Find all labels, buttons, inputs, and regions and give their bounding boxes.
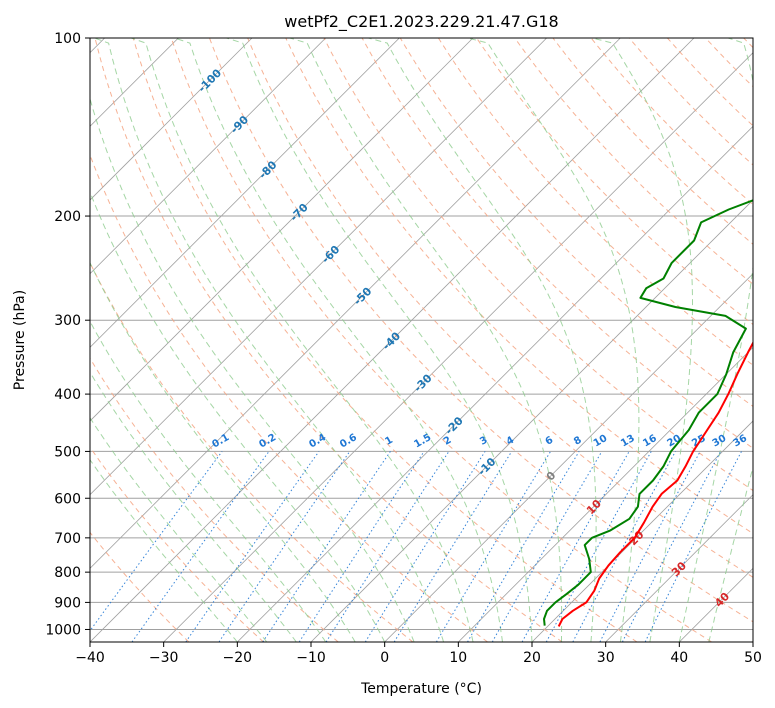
moist-adiabat (90, 190, 386, 642)
moist-adiabat (708, 465, 753, 642)
dry-adiabat (90, 261, 414, 642)
dry-adiabat (323, 38, 753, 492)
isotherm-line (752, 641, 753, 642)
mixing-ratio-line (131, 451, 270, 642)
dry-adiabat (247, 38, 753, 578)
y-tick-label: 800 (54, 565, 81, 581)
dry-adiabat (437, 38, 753, 366)
mixing-ratio-line (393, 451, 513, 642)
isotherm-line (90, 38, 253, 201)
dewpoint-profile-line (543, 199, 753, 626)
isotherm-line (531, 420, 753, 642)
x-tick-label: −20 (223, 650, 253, 666)
mixing-ratio-line (218, 451, 351, 642)
mixing-ratio-label: 8 (572, 435, 584, 448)
moist-adiabat (289, 38, 563, 642)
moist-adiabat (90, 416, 268, 642)
y-axis-label: Pressure (hPa) (12, 290, 28, 390)
y-tick-label: 100 (54, 31, 81, 47)
x-tick-label: −30 (149, 650, 179, 666)
y-tick-label: 600 (54, 491, 81, 507)
x-tick-label: 20 (523, 650, 541, 666)
isotherm-line (90, 38, 326, 275)
x-tick-label: 0 (380, 650, 389, 666)
y-tick-label: 300 (54, 313, 81, 329)
moist-adiabat (467, 38, 640, 642)
mixing-ratio-line (491, 451, 603, 642)
mixing-ratio-label: 2 (442, 435, 454, 448)
isotherm-line (163, 52, 753, 642)
moist-adiabat (94, 38, 445, 642)
mixing-ratio-line (545, 451, 652, 642)
chart-title: wetPf2_C2E1.2023.229.21.47.G18 (284, 12, 558, 32)
x-tick-label: −10 (296, 650, 326, 666)
y-tick-label: 500 (54, 444, 81, 460)
mixing-ratio-label: 6 (544, 435, 556, 448)
moist-adiabat (678, 38, 753, 642)
plot-frame (89, 37, 754, 643)
background-lines (90, 38, 753, 642)
mixing-ratio-label: 4 (505, 435, 517, 448)
x-axis-label: Temperature (°C) (360, 681, 482, 697)
plot-background (90, 38, 753, 642)
mixing-ratio-line (435, 451, 552, 642)
moist-adiabat (174, 38, 503, 642)
moist-adiabat (90, 371, 297, 642)
mixing-ratio-line (521, 451, 630, 642)
moist-adiabat (368, 38, 597, 642)
x-tick-label: 30 (597, 650, 615, 666)
mixing-ratio-line (467, 451, 580, 642)
mixing-ratio-line (364, 451, 486, 642)
isotherm-line (605, 494, 753, 642)
moist-adiabat (90, 458, 238, 642)
x-tick-label: 50 (744, 650, 762, 666)
y-tick-label: 400 (54, 387, 81, 403)
dry-adiabat (399, 38, 753, 408)
y-tick-label: 200 (54, 209, 81, 225)
x-tick-label: 10 (449, 650, 467, 666)
isotherm-line (90, 38, 400, 348)
dry-adiabat (285, 38, 753, 535)
dry-adiabat (94, 38, 563, 642)
isotherm-line (384, 273, 753, 642)
mixing-ratio-line (572, 451, 676, 642)
x-tick-label: −40 (75, 650, 105, 666)
moist-adiabat (226, 38, 533, 642)
mixing-ratio-label: 1 (383, 435, 395, 448)
axis-ticks: −40 −30 −20 −10 0 10 20 30 40 50 100 200 300 400 500 60… (45, 31, 762, 666)
isotherm-line (90, 38, 474, 422)
dry-adiabat (90, 357, 339, 642)
mixing-ratio-line (90, 451, 223, 632)
isotherm-line (237, 125, 753, 642)
temperature-profile-line (557, 340, 753, 627)
mixing-ratio-label: 3 (478, 435, 490, 448)
x-tick-label: 40 (670, 650, 688, 666)
y-tick-label: 900 (54, 595, 81, 611)
y-tick-label: 700 (54, 531, 81, 547)
mixing-ratio-line (325, 451, 450, 642)
dry-adiabat (132, 38, 638, 642)
dry-adiabat (361, 38, 753, 449)
dry-adiabat (90, 531, 190, 642)
isotherm-line (90, 38, 695, 642)
isotherm-line (90, 38, 621, 569)
moist-adiabat (131, 38, 474, 642)
y-tick-label: 1000 (45, 623, 81, 639)
moist-adiabat (90, 96, 415, 642)
profile-lines (543, 199, 753, 627)
moist-adiabat (592, 38, 693, 642)
